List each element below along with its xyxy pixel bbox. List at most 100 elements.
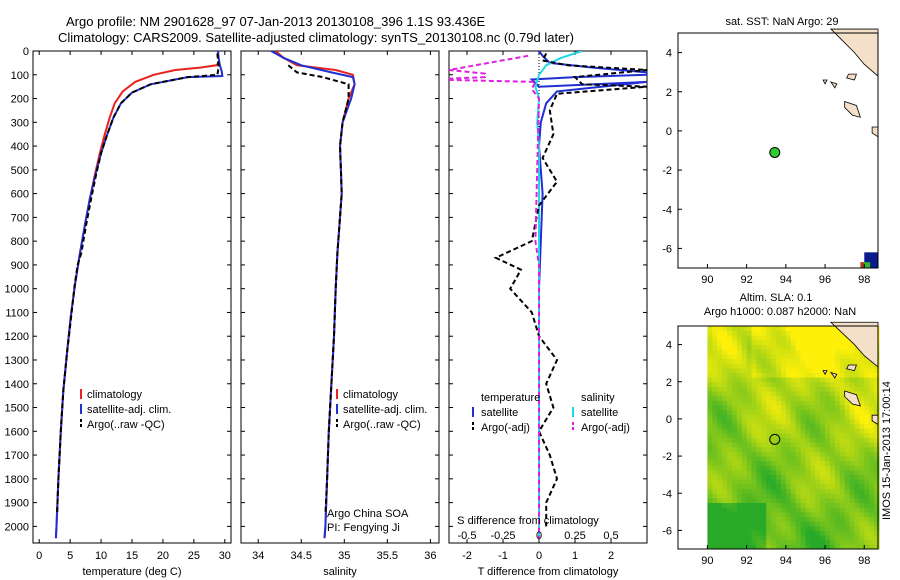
map-sla-cell — [751, 330, 757, 336]
map-sla-cell — [864, 423, 870, 429]
map-sla-cell — [756, 465, 762, 471]
map-sla-cell — [736, 460, 743, 466]
map-sla-cell — [780, 428, 787, 434]
map-sla-cell — [829, 516, 836, 522]
map-sla-cell — [795, 414, 802, 420]
map-sla-cell — [849, 349, 855, 355]
map-sla-cell — [810, 353, 816, 360]
map-sla-cell — [820, 446, 826, 452]
map-sla-cell — [864, 442, 870, 448]
temperature-xtick-label: 0 — [36, 550, 42, 562]
map-sla-cell — [722, 474, 728, 480]
map-sla-cell — [810, 339, 816, 346]
map-sla-cell — [727, 511, 733, 517]
difference-s-tick-label: -0.5 — [458, 530, 477, 542]
map-sla-cell — [839, 367, 846, 373]
map-sla-cell — [820, 377, 826, 383]
map-sla-cell — [727, 483, 733, 490]
map-sla-cell — [722, 339, 728, 346]
map-sla-cell — [780, 372, 787, 378]
map-sla-cell — [746, 363, 753, 369]
map-sla-cell — [820, 409, 826, 415]
map-sla-cell — [776, 349, 782, 355]
map-sla-cell — [805, 367, 811, 373]
map-sla-island — [822, 370, 828, 376]
map-sla-cell — [756, 400, 762, 406]
map-sla-cell — [736, 330, 743, 336]
map-sla-cell — [849, 451, 855, 457]
map-sst-island — [844, 100, 861, 118]
map-sla-cell — [785, 335, 792, 341]
map-sst-corner-cell — [860, 262, 865, 268]
map-sla-cell — [746, 539, 753, 545]
map-sla-cell — [829, 525, 836, 531]
map-sla-cell — [780, 358, 787, 364]
map-sla-cell — [756, 349, 762, 355]
map-sla-cell — [736, 363, 743, 369]
map-sla-cell — [834, 488, 841, 494]
map-sla-cell — [869, 446, 875, 452]
map-sla-cell — [874, 460, 880, 466]
map-sla-cell — [825, 451, 831, 457]
map-sla-cell — [854, 465, 860, 471]
map-sla-cell — [864, 428, 870, 434]
map-sla-cell — [707, 386, 713, 392]
map-sla-cell — [771, 363, 777, 369]
map-sla-cell — [731, 363, 738, 369]
map-sla-cell — [805, 437, 811, 443]
map-sla-cell — [780, 539, 787, 545]
map-sla-cell — [717, 344, 723, 350]
map-sla-cell — [859, 363, 865, 369]
map-sla-cell — [815, 511, 821, 517]
map-sla-cell — [795, 470, 802, 476]
map-sla-cell — [771, 488, 777, 494]
map-sla-xtick-label: 96 — [819, 555, 831, 567]
map-sla-cell — [756, 497, 762, 504]
map-sla-cell — [820, 363, 826, 369]
map-sla-cell — [844, 409, 851, 415]
map-sla-cell — [844, 507, 851, 513]
map-sla-cell — [741, 456, 748, 462]
map-sla-cell — [805, 404, 811, 411]
map-sla-cell — [776, 539, 782, 545]
map-sla-cell — [805, 386, 811, 392]
map-sla-cell — [825, 414, 831, 420]
map-sla-cell — [746, 488, 753, 494]
map-sla-cell — [771, 539, 777, 545]
map-sla-cell — [800, 497, 806, 504]
map-sla-cell — [751, 516, 757, 522]
map-sla-cell — [707, 381, 713, 387]
map-sla-cell — [800, 432, 806, 438]
map-sla-cell — [771, 511, 777, 517]
map-sla-cell — [825, 525, 831, 531]
map-sla-cell — [854, 386, 860, 392]
map-sla-cell — [864, 414, 870, 420]
difference-legend-label: satellite — [581, 407, 618, 419]
map-sla-cell — [741, 465, 748, 471]
map-sla-cell — [756, 386, 762, 392]
map-sla-cell — [805, 493, 811, 499]
map-sla-cell — [761, 497, 767, 504]
map-sla-cell — [849, 516, 855, 522]
map-sla-cell — [800, 386, 806, 392]
map-sla-cell — [785, 432, 792, 438]
map-sla-cell — [825, 470, 831, 476]
map-sla-cell — [795, 507, 802, 513]
map-sla-cell — [722, 344, 728, 350]
map-sla-cell — [717, 544, 723, 550]
map-sla-cell — [795, 451, 802, 457]
map-sla-cell — [776, 446, 782, 452]
map-sla-cell — [800, 391, 806, 397]
map-sla-cell — [746, 414, 753, 420]
map-sla-xtick-label: 92 — [741, 555, 753, 567]
map-sla-cell — [741, 479, 748, 485]
map-sla-cell — [751, 502, 757, 508]
map-sla-cell — [829, 493, 836, 499]
map-sla-cell — [712, 409, 718, 415]
map-sla-cell — [712, 460, 718, 466]
map-sla-cell — [756, 530, 762, 536]
map-sla-cell — [829, 363, 836, 369]
map-sla-cell — [756, 470, 762, 476]
map-sla-cell — [795, 372, 802, 378]
map-sla-cell — [707, 363, 713, 369]
